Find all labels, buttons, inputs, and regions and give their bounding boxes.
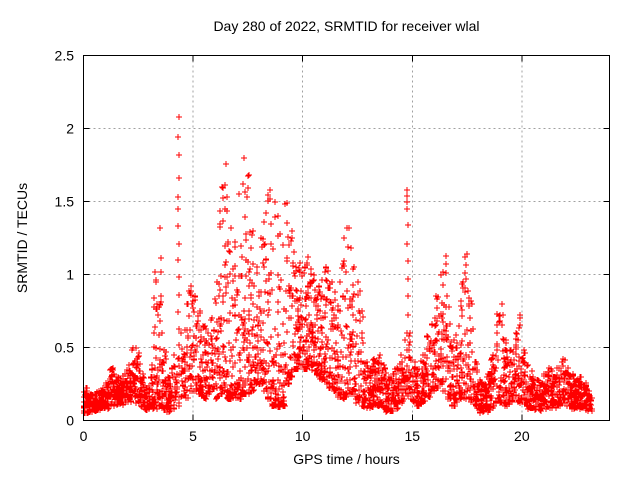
x-tick-label: 0 bbox=[80, 428, 88, 444]
x-tick-label: 10 bbox=[295, 428, 311, 444]
y-tick-label: 1 bbox=[66, 267, 74, 283]
scatter-plus-markers bbox=[81, 114, 595, 416]
x-tick-label: 20 bbox=[514, 428, 530, 444]
x-tick-label: 15 bbox=[404, 428, 420, 444]
axis-ticks bbox=[83, 55, 610, 421]
y-tick-label: 1.5 bbox=[55, 194, 75, 210]
y-tick-label: 2.5 bbox=[55, 48, 75, 64]
x-tick-label: 5 bbox=[189, 428, 197, 444]
chart-title: Day 280 of 2022, SRMTID for receiver wla… bbox=[213, 18, 479, 34]
y-tick-label: 2 bbox=[66, 121, 74, 137]
data-points bbox=[81, 114, 595, 416]
x-tick-labels: 0 5 10 15 20 bbox=[80, 428, 530, 444]
plot-border bbox=[83, 55, 610, 421]
y-tick-label: 0.5 bbox=[55, 340, 75, 356]
y-tick-label: 0 bbox=[66, 413, 74, 429]
x-axis-title: GPS time / hours bbox=[293, 451, 400, 467]
y-tick-labels: 0 0.5 1 1.5 2 2.5 bbox=[55, 48, 75, 429]
grid-lines bbox=[83, 55, 610, 421]
y-axis-title: SRMTID / TECUs bbox=[14, 183, 30, 293]
plot-border-and-ticks bbox=[83, 55, 610, 421]
